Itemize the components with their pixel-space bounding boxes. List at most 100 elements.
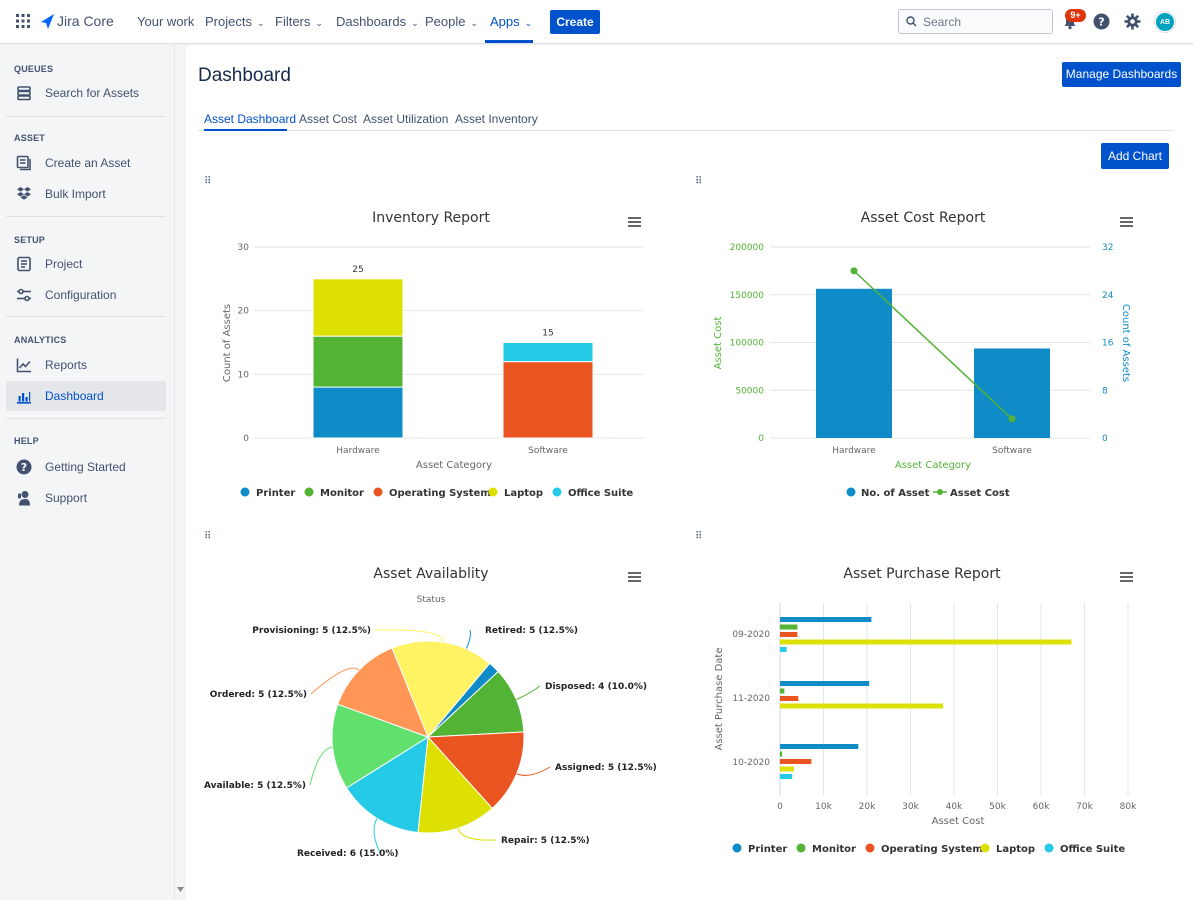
tab-asset-dashboard[interactable]: Asset Dashboard <box>204 112 297 126</box>
sidebar-item-project[interactable]: Project <box>6 249 166 279</box>
sidebar-item-label: Create an Asset <box>45 156 131 170</box>
legend-label: Printer <box>748 844 787 855</box>
brand-name[interactable]: Jira Core <box>57 13 114 29</box>
pie-slice <box>331 703 430 789</box>
svg-text:?: ? <box>21 461 27 474</box>
sidebar-heading-setup: SETUP <box>14 235 46 245</box>
help-icon[interactable]: ? <box>1093 13 1110 30</box>
tab-asset-utilization[interactable]: Asset Utilization <box>363 112 449 126</box>
create-icon <box>16 155 31 171</box>
pie-label: Repair: 5 (12.5%) <box>501 836 590 846</box>
pie-connector <box>516 685 541 700</box>
sidebar-item-support[interactable]: Support <box>6 483 166 513</box>
sidebar-item-reports[interactable]: Reports <box>6 350 166 380</box>
x-axis-title: Asset Category <box>416 460 492 471</box>
pie-label: Disposed: 4 (10.0%) <box>545 682 647 692</box>
x-tick-label: 40k <box>946 802 963 812</box>
pie-connector <box>516 766 551 776</box>
top-navigation: Jira Core Your work Projects ⌄ Filters ⌄ D… <box>0 0 1193 44</box>
y-tick-label: 50000 <box>735 386 764 396</box>
nav-projects-label: Projects <box>205 14 252 29</box>
bar-segment <box>312 335 404 388</box>
nav-apps[interactable]: Apps ⌄ <box>490 14 532 29</box>
x-tick-label: 30k <box>902 802 919 812</box>
sidebar-item-create-an-asset[interactable]: Create an Asset <box>6 148 166 178</box>
bar <box>780 617 872 622</box>
sidebar-item-configuration[interactable]: Configuration <box>6 280 166 310</box>
chart-menu-icon[interactable] <box>1120 572 1133 583</box>
legend-marker <box>552 487 562 497</box>
y-tick-label: 10 <box>238 370 250 380</box>
x-tick-label: 80k <box>1120 802 1137 812</box>
chart-menu-icon[interactable] <box>628 572 641 583</box>
app-switcher-icon[interactable] <box>16 14 30 28</box>
nav-active-indicator <box>485 40 533 43</box>
jira-logo-icon[interactable] <box>40 14 55 29</box>
user-avatar[interactable]: AB <box>1155 12 1175 32</box>
sidebar-divider <box>6 418 166 419</box>
nav-filters[interactable]: Filters ⌄ <box>275 14 323 29</box>
settings-gear-icon[interactable] <box>1124 13 1141 30</box>
tabs-divider <box>198 130 1174 131</box>
pie-label: Ordered: 5 (12.5%) <box>210 690 307 700</box>
search-input[interactable]: Search <box>898 9 1053 34</box>
support-icon <box>18 491 30 506</box>
line-point <box>850 267 858 275</box>
bar-total-label: 15 <box>542 329 553 339</box>
scroll-down-icon[interactable] <box>177 887 184 893</box>
y-tick-label: 150000 <box>730 291 765 301</box>
sidebar-item-label: Reports <box>45 358 88 372</box>
sidebar-heading-analytics: ANALYTICS <box>14 335 67 345</box>
nav-apps-label: Apps <box>490 14 520 29</box>
add-chart-button[interactable]: Add Chart <box>1101 143 1169 169</box>
line-chart-icon <box>16 358 31 373</box>
svg-text:?: ? <box>1098 16 1104 29</box>
y-tick-label: 11-2020 <box>732 694 770 704</box>
chart-menu-icon[interactable] <box>1120 217 1133 228</box>
pie-slice <box>426 731 525 810</box>
pie-connector <box>465 629 471 650</box>
sidebar-item-getting-started[interactable]: ? Getting Started <box>6 452 166 482</box>
drag-handle-icon[interactable]: ⠿ <box>695 531 702 542</box>
tab-asset-inventory[interactable]: Asset Inventory <box>455 112 538 126</box>
y2-tick-label: 8 <box>1102 386 1108 396</box>
legend-label: Operating System <box>389 488 491 499</box>
nav-projects[interactable]: Projects ⌄ <box>205 14 265 29</box>
legend-label: Operating System <box>881 844 983 855</box>
sidebar-item-label: Bulk Import <box>45 187 106 201</box>
sidebar-scrollbar[interactable] <box>174 45 186 900</box>
x-tick-label: 50k <box>989 802 1006 812</box>
y-tick-label: 100000 <box>730 339 765 349</box>
project-icon <box>17 256 31 272</box>
manage-dashboards-button[interactable]: Manage Dashboards <box>1062 62 1181 87</box>
nav-filters-label: Filters <box>275 14 311 29</box>
tab-asset-cost[interactable]: Asset Cost <box>299 112 358 126</box>
drag-handle-icon[interactable]: ⠿ <box>204 176 211 187</box>
chart-subtitle: Status <box>417 595 446 605</box>
sidebar-heading-help: HELP <box>14 436 39 446</box>
x-axis-title: Asset Category <box>895 460 971 471</box>
legend-label: Asset Cost <box>950 488 1010 499</box>
sidebar-item-search-for-assets[interactable]: Search for Assets <box>6 78 166 108</box>
pie-connector <box>374 629 444 643</box>
question-icon: ? <box>16 459 32 475</box>
drag-handle-icon[interactable]: ⠿ <box>204 531 211 542</box>
drag-handle-icon[interactable]: ⠿ <box>695 176 702 187</box>
sidebar-item-dashboard[interactable]: Dashboard <box>6 381 166 411</box>
nav-your-work[interactable]: Your work <box>137 14 194 29</box>
x-tick-label: 20k <box>859 802 876 812</box>
bar <box>780 766 794 772</box>
legend-marker <box>1044 843 1054 853</box>
sidebar-item-label: Configuration <box>45 288 117 302</box>
chart-menu-icon[interactable] <box>628 217 641 228</box>
create-button[interactable]: Create <box>550 10 600 34</box>
y-axis-title: Asset Purchase Date <box>714 647 725 750</box>
nav-dashboards[interactable]: Dashboards ⌄ <box>336 14 419 29</box>
bar <box>780 681 870 686</box>
chart-title-asset-cost: Asset Cost Report <box>860 210 986 226</box>
legend-marker <box>980 843 990 853</box>
nav-people[interactable]: People ⌄ <box>425 14 478 29</box>
y-tick-label: 0 <box>758 434 764 444</box>
bar-total-label: 25 <box>352 265 363 275</box>
sidebar-item-bulk-import[interactable]: Bulk Import <box>6 179 166 209</box>
